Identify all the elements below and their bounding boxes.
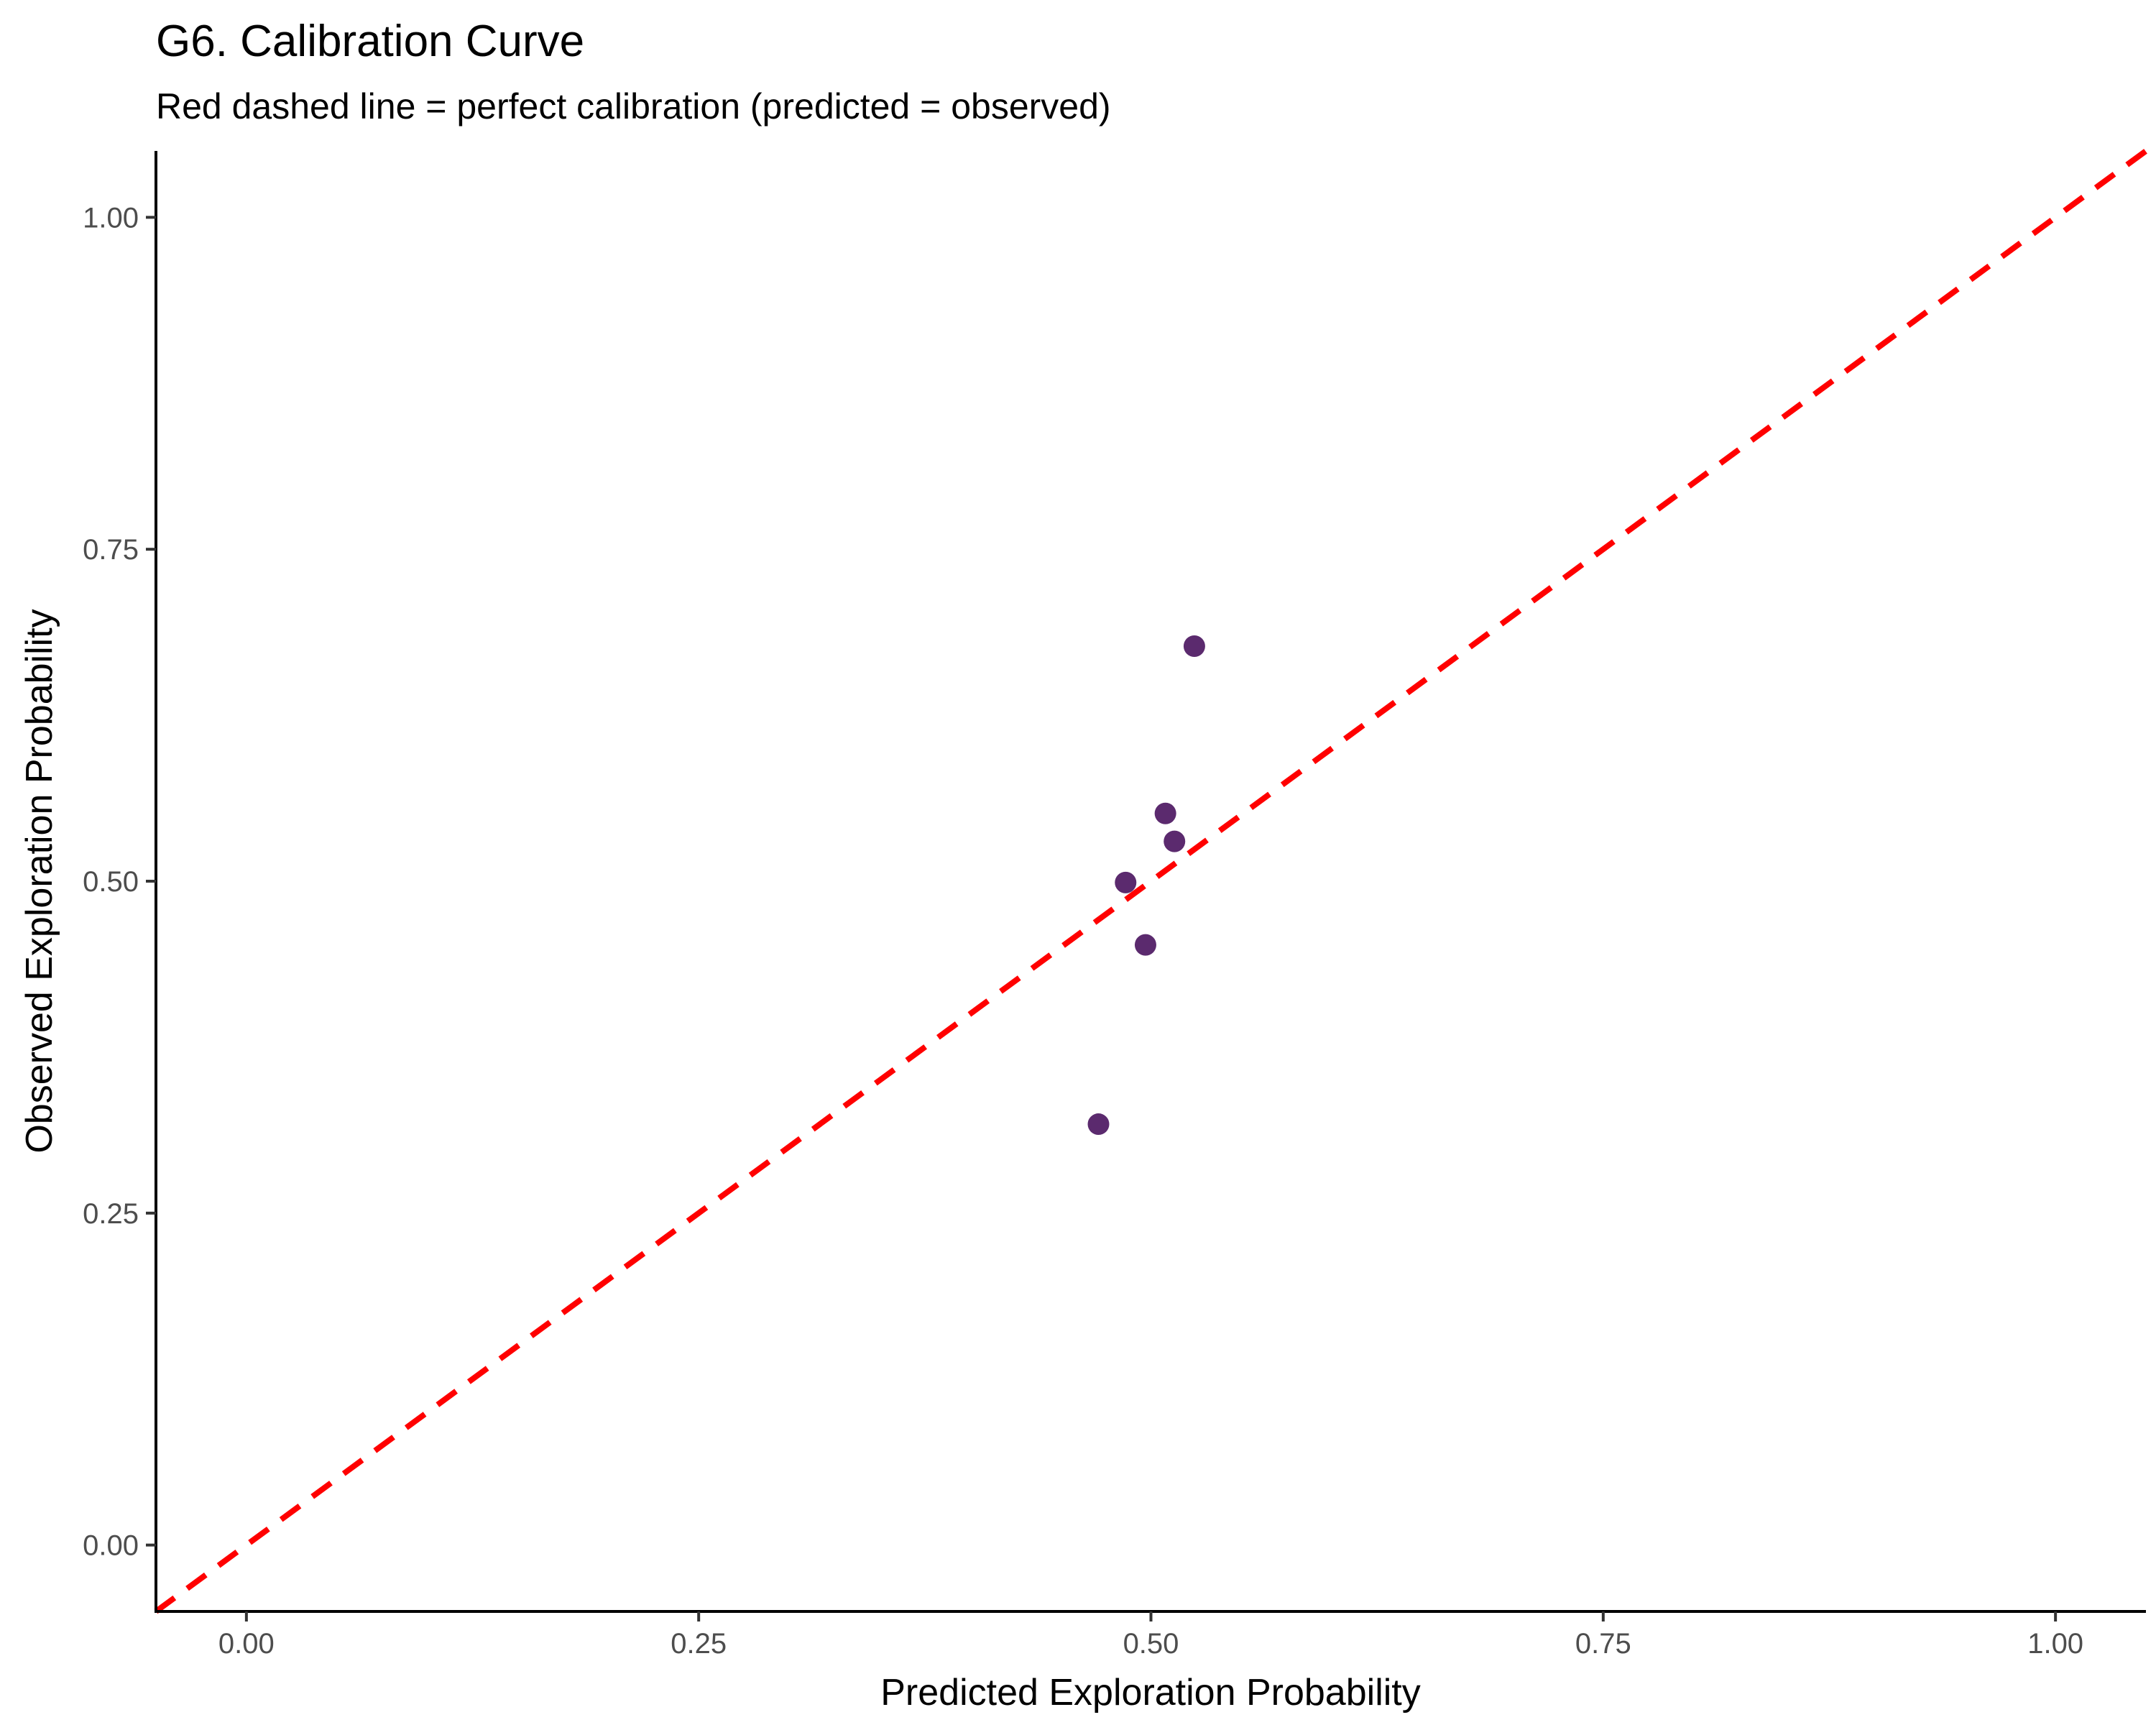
y-tick-label: 0.75 [83, 534, 139, 566]
y-axis-title: Observed Exploration Probability [19, 609, 60, 1153]
x-tick-label: 1.00 [2027, 1628, 2083, 1660]
x-tick-label: 0.25 [671, 1628, 727, 1660]
y-axis-ticks: 0.00 0.25 0.50 0.75 1.00 [83, 202, 156, 1562]
perfect-calibration-line [154, 148, 2148, 1614]
x-axis-title: Predicted Exploration Probability [880, 1672, 1421, 1714]
x-axis-ticks: 0.00 0.25 0.50 0.75 1.00 [218, 1611, 2083, 1660]
data-point [1087, 1113, 1110, 1136]
points-layer [1087, 635, 1205, 1136]
y-tick-label: 0.50 [83, 866, 139, 898]
y-tick-label: 0.25 [83, 1198, 139, 1230]
data-point [1183, 635, 1205, 658]
data-point [1164, 830, 1186, 852]
y-tick-label: 1.00 [83, 202, 139, 234]
data-point [1154, 802, 1176, 824]
x-tick-label: 0.00 [218, 1628, 275, 1660]
data-point [1115, 871, 1137, 893]
x-tick-label: 0.75 [1575, 1628, 1631, 1660]
y-tick-label: 0.00 [83, 1530, 139, 1562]
reference-line-layer [154, 148, 2148, 1614]
data-point [1134, 934, 1156, 956]
chart-subtitle: Red dashed line = perfect calibration (p… [156, 86, 1111, 126]
x-tick-label: 0.50 [1123, 1628, 1179, 1660]
chart-title: G6. Calibration Curve [156, 17, 584, 66]
